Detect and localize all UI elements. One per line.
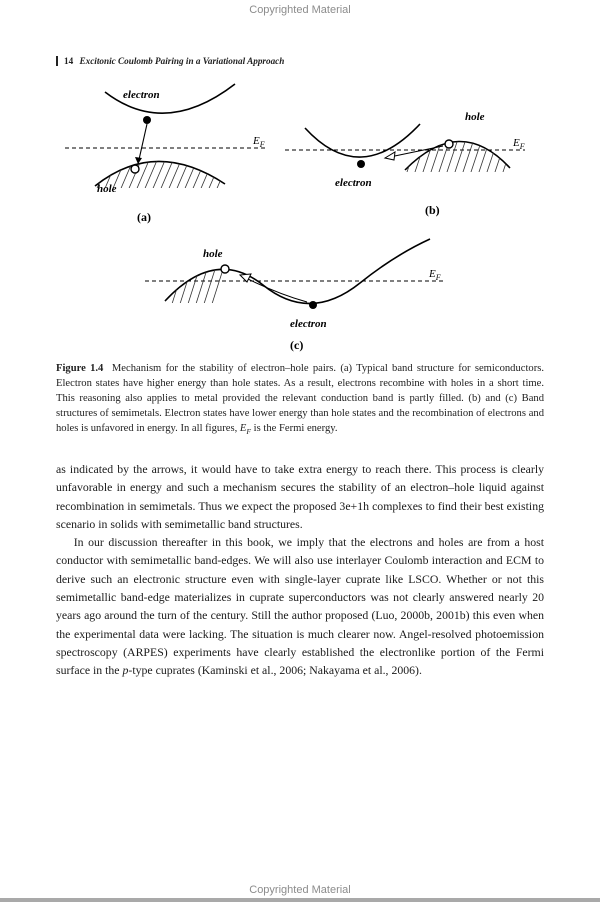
ef-label: EF xyxy=(252,135,265,149)
figure-label: Figure 1.4 xyxy=(56,363,103,374)
watermark-top: Copyrighted Material xyxy=(0,0,600,18)
paragraph-2: In our discussion thereafter in this boo… xyxy=(56,533,544,679)
page-wrapper: Copyrighted Material 14 Excitonic Coulom… xyxy=(0,0,600,898)
hole-marker-icon xyxy=(221,265,229,273)
arrowhead-open-icon xyxy=(385,152,395,160)
page-sheet: 14 Excitonic Coulomb Pairing in a Variat… xyxy=(0,18,600,880)
electron-marker-icon xyxy=(309,301,317,309)
figure-row-c: hole electron EF (c) xyxy=(56,235,544,353)
body-text: as indicated by the arrows, it would hav… xyxy=(56,460,544,679)
figure-caption: Figure 1.4 Mechanism for the stability o… xyxy=(56,361,544,438)
electron-label: electron xyxy=(290,318,327,330)
running-title: Excitonic Coulomb Pairing in a Variation… xyxy=(79,56,284,66)
running-head: 14 Excitonic Coulomb Pairing in a Variat… xyxy=(56,56,544,66)
band-electron-pocket-icon xyxy=(305,124,420,157)
electron-marker-icon xyxy=(357,160,365,168)
figure-panel-b: electron hole EF (b) xyxy=(285,78,535,233)
page-number: 14 xyxy=(64,56,73,66)
figure-row-ab: electron hole EF (a) xyxy=(56,78,544,233)
paragraph-1: as indicated by the arrows, it would hav… xyxy=(56,460,544,533)
ef-label: EF xyxy=(428,268,441,282)
hole-marker-icon xyxy=(131,165,139,173)
arrow-line-icon xyxy=(240,275,307,302)
figure-1-4: electron hole EF (a) xyxy=(56,78,544,438)
hatching-left-icon xyxy=(163,260,226,307)
electron-marker-icon xyxy=(143,116,151,124)
hole-marker-icon xyxy=(445,140,453,148)
electron-label: electron xyxy=(335,177,372,189)
panel-label-a: (a) xyxy=(137,210,151,224)
figure-panel-a: electron hole EF (a) xyxy=(65,78,275,233)
panel-label-b: (b) xyxy=(425,203,440,217)
ef-label: EF xyxy=(512,137,525,151)
figure-panel-c: hole electron EF (c) xyxy=(145,235,455,353)
caption-tail: is the Fermi energy. xyxy=(251,423,338,434)
panel-label-c: (c) xyxy=(290,338,303,352)
watermark-bottom: Copyrighted Material xyxy=(0,880,600,898)
arrowhead-open-icon xyxy=(240,274,251,282)
hole-label: hole xyxy=(203,248,223,260)
electron-label: electron xyxy=(123,89,160,101)
hole-label: hole xyxy=(465,111,485,123)
hole-label: hole xyxy=(97,183,117,195)
